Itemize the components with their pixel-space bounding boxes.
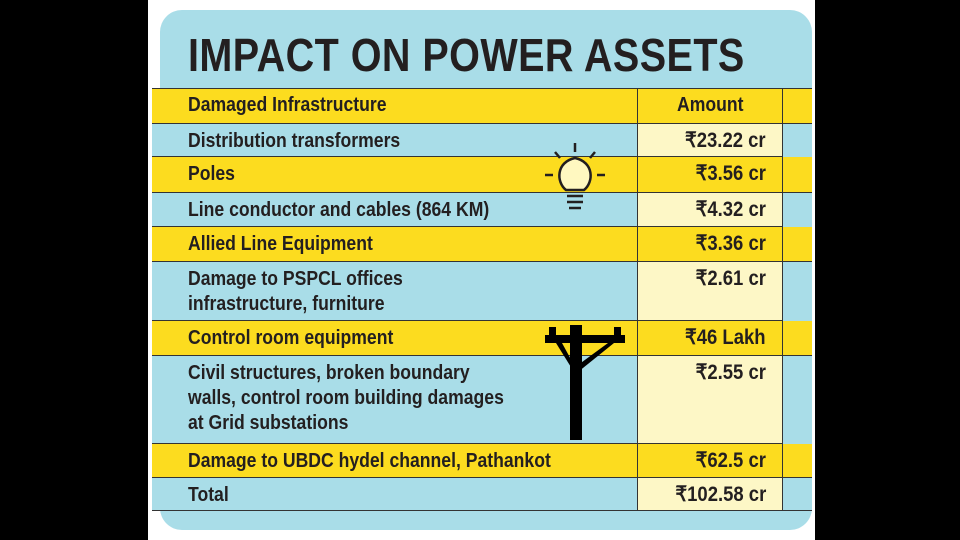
row-label: infrastructure, furniture: [188, 293, 385, 315]
amount-cell: [637, 124, 783, 157]
row-end: [783, 321, 812, 356]
row-amount: ₹23.22 cr: [685, 129, 766, 152]
row-label: Poles: [188, 163, 235, 185]
row-bg: [152, 193, 637, 227]
column-header: Damaged Infrastructure: [188, 94, 387, 116]
row-amount: ₹2.61 cr: [695, 267, 766, 290]
row-end: [783, 444, 812, 478]
row-bg: [152, 227, 637, 262]
row-label: Civil structures, broken boundary: [188, 362, 470, 384]
amount-cell: [637, 262, 783, 321]
amount-cell: [637, 157, 783, 193]
row-label: Line conductor and cables (864 KM): [188, 199, 490, 221]
amount-cell: [637, 444, 783, 478]
row-bg: [152, 444, 637, 478]
row-bg: [152, 88, 637, 124]
pole-icon: [545, 325, 625, 440]
row-label: walls, control room building damages: [188, 387, 504, 409]
row-label: Damage to UBDC hydel channel, Pathankot: [188, 450, 551, 472]
row-amount: ₹2.55 cr: [695, 361, 766, 384]
row-label: Distribution transformers: [188, 130, 401, 152]
amount-cell: [637, 193, 783, 227]
row-label: Total: [188, 484, 229, 506]
row-bg: [152, 356, 637, 444]
amount-cell: [637, 321, 783, 356]
row-amount: ₹102.58 cr: [675, 483, 766, 506]
row-bg: [152, 157, 637, 193]
row-bg: [152, 321, 637, 356]
column-header: Amount: [677, 94, 744, 116]
row-end: [783, 227, 812, 262]
row-end: [783, 193, 812, 227]
row-amount: ₹46 Lakh: [685, 326, 766, 349]
row-end: [783, 124, 812, 157]
title: IMPACT ON POWER ASSETS: [188, 29, 745, 81]
row-amount: ₹62.5 cr: [695, 449, 766, 472]
amount-cell: [637, 356, 783, 444]
row-end: [783, 88, 812, 124]
row-label: Damage to PSPCL offices: [188, 268, 403, 290]
row-label: Control room equipment: [188, 327, 394, 349]
amount-cell: [637, 478, 783, 511]
row-end: [783, 356, 812, 444]
row-amount: ₹4.32 cr: [695, 198, 766, 221]
row-end: [783, 157, 812, 193]
amount-cell: [637, 227, 783, 262]
row-bg: [152, 262, 637, 321]
row-label: at Grid substations: [188, 412, 349, 434]
row-end: [783, 262, 812, 321]
bulb-icon: [545, 143, 605, 210]
row-bg: [152, 478, 637, 511]
row-end: [783, 478, 812, 511]
amount-cell: [637, 88, 783, 124]
row-amount: ₹3.56 cr: [695, 162, 766, 185]
row-amount: ₹3.36 cr: [695, 232, 766, 255]
row-label: Allied Line Equipment: [188, 233, 373, 255]
